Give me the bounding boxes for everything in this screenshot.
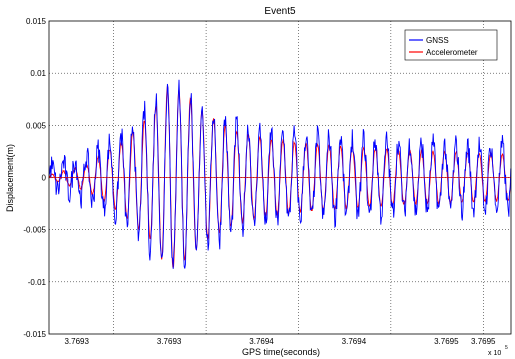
- plot-frame: [48, 20, 512, 335]
- x-tick-label-0: 3.7693: [64, 337, 89, 346]
- series-line-gnss: [48, 79, 512, 269]
- x-tick-label-4: 3.7695: [434, 337, 459, 346]
- x-ticks: 3.7693 3.7693 3.7694 3.7694 3.7695 3.7695: [64, 337, 496, 346]
- y-tick-label-6: 0.015: [26, 17, 47, 26]
- y-tick-label-2: -0.005: [23, 226, 46, 235]
- legend: GNSS Accelerometer: [404, 29, 498, 61]
- y-tick-label-4: 0.005: [26, 121, 47, 130]
- legend-box: [404, 29, 498, 61]
- x-tick-label-2: 3.7694: [249, 337, 274, 346]
- y-tick-label-3: 0: [42, 174, 47, 183]
- y-axis-label: Displacement(m): [5, 144, 15, 212]
- y-tick-label-1: -0.01: [28, 278, 47, 287]
- chart-title: Event5: [264, 6, 296, 17]
- legend-label-gnss: GNSS: [426, 36, 449, 45]
- x-axis-label: GPS time(seconds): [242, 347, 320, 357]
- x-tick-label-3: 3.7694: [342, 337, 367, 346]
- y-ticks: -0.015 -0.01 -0.005 0 0.005 0.01 0.015: [23, 17, 46, 339]
- y-tick-label-5: 0.01: [30, 69, 46, 78]
- series-layer: [48, 79, 512, 270]
- x-exponent-label: x 10: [488, 350, 501, 357]
- legend-label-accelerometer: Accelerometer: [426, 48, 478, 57]
- y-tick-label-0: -0.015: [23, 330, 46, 339]
- x-exponent-power: 5: [505, 345, 508, 351]
- x-tick-label-5: 3.7695: [471, 337, 496, 346]
- x-tick-label-1: 3.7693: [157, 337, 182, 346]
